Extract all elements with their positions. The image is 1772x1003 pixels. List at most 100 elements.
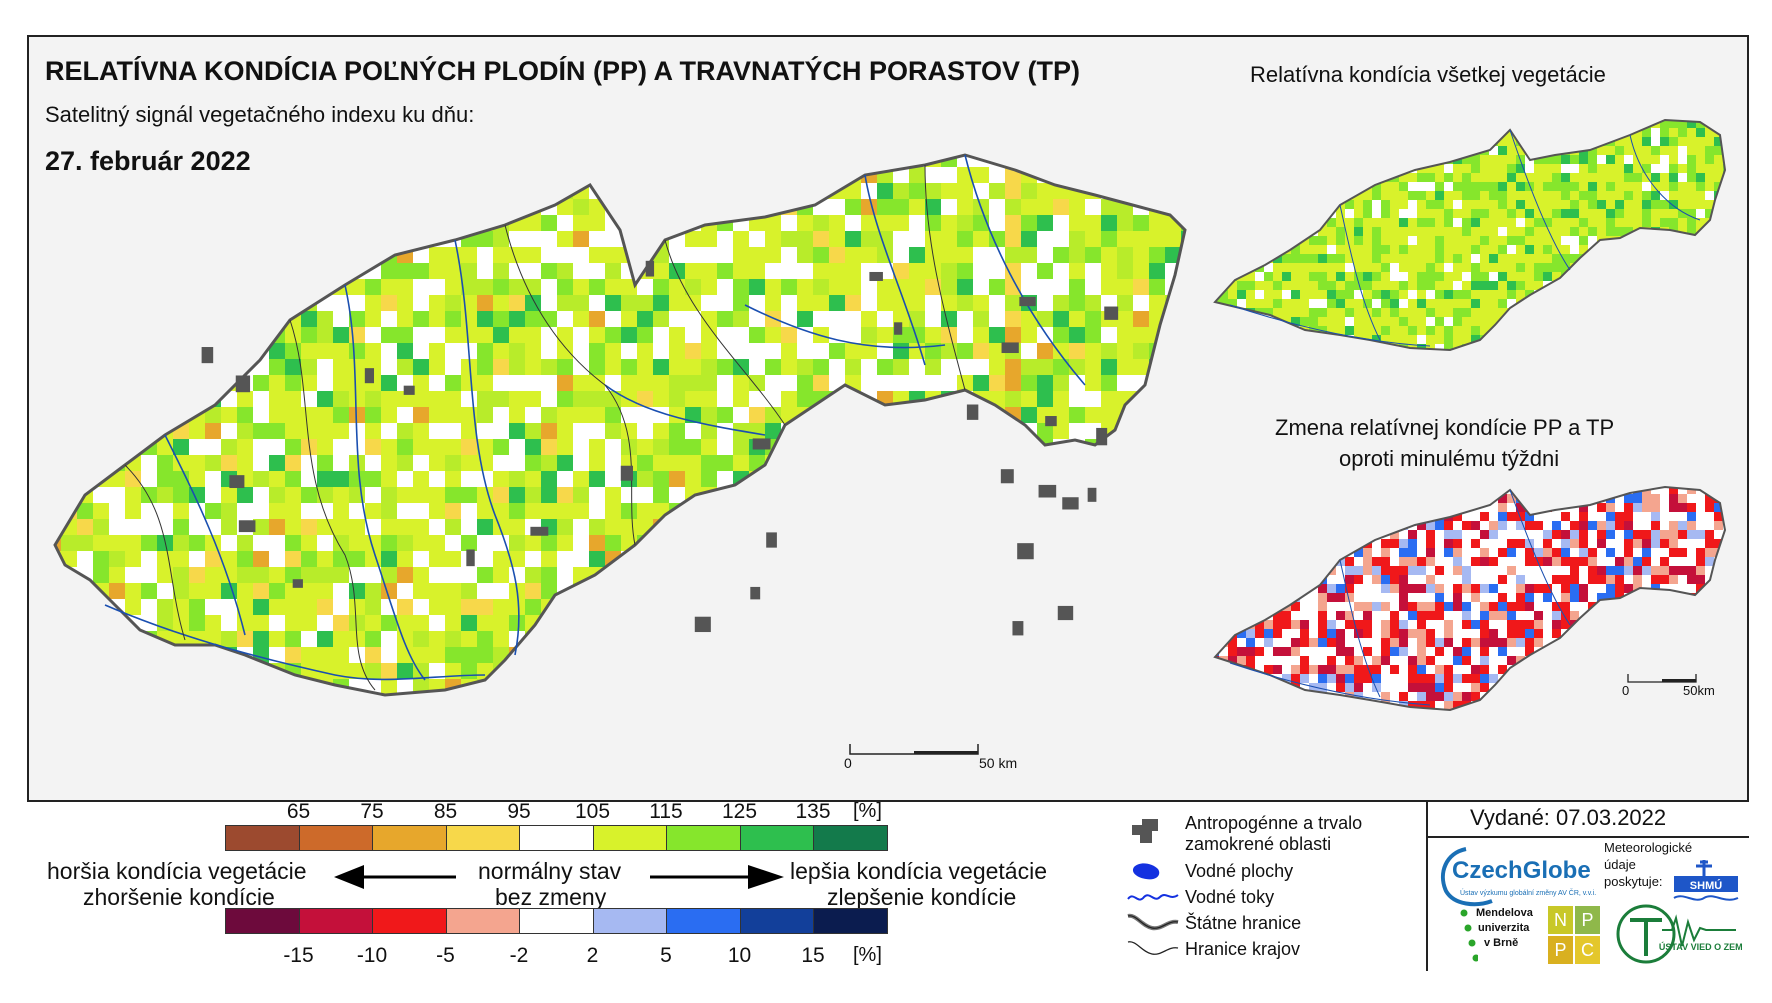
raster-cell <box>605 455 622 472</box>
raster-cell <box>1696 120 1706 129</box>
raster-cell <box>157 311 174 328</box>
raster-cell <box>1318 182 1328 192</box>
raster-cell <box>365 647 382 664</box>
raster-cell <box>1390 200 1400 210</box>
raster-cell <box>1219 120 1229 129</box>
raster-cell <box>1498 182 1508 192</box>
raster-cell <box>1069 567 1086 584</box>
raster-cell <box>685 679 702 695</box>
raster-cell <box>301 231 318 248</box>
raster-cell <box>1516 344 1526 350</box>
raster-cell <box>813 695 830 712</box>
raster-cell <box>1417 182 1427 192</box>
raster-cell <box>1237 155 1247 165</box>
raster-cell <box>1723 281 1725 291</box>
raster-cell <box>461 183 478 200</box>
raster-cell <box>77 231 94 248</box>
raster-cell <box>413 183 430 200</box>
raster-cell <box>429 343 446 360</box>
raster-cell <box>1597 281 1607 291</box>
raster-cell <box>109 519 126 536</box>
raster-cell <box>893 359 910 376</box>
raster-cell <box>781 167 798 184</box>
raster-cell <box>685 263 702 280</box>
raster-cell <box>253 423 270 440</box>
raster-cell <box>1354 272 1364 282</box>
raster-cell <box>957 295 974 312</box>
raster-cell <box>237 711 254 728</box>
raster-cell <box>55 247 62 264</box>
raster-cell <box>1633 299 1643 309</box>
raster-cell <box>1037 343 1054 360</box>
raster-cell <box>1642 236 1652 246</box>
raster-cell <box>1453 398 1463 408</box>
raster-cell <box>733 263 750 280</box>
raster-cell <box>509 743 526 760</box>
raster-cell <box>1579 245 1589 255</box>
raster-cell <box>1363 236 1373 246</box>
raster-cell <box>1399 353 1409 363</box>
raster-cell <box>141 391 158 408</box>
raster-cell <box>1273 389 1283 399</box>
raster-cell <box>1507 227 1517 237</box>
raster-cell <box>1660 254 1670 264</box>
raster-cell <box>1363 272 1373 282</box>
raster-cell <box>1615 254 1625 264</box>
raster-cell <box>1399 494 1409 504</box>
raster-cell <box>93 535 110 552</box>
raster-cell <box>221 599 238 616</box>
raster-cell <box>893 471 910 488</box>
raster-cell <box>285 615 302 632</box>
raster-cell <box>1053 155 1070 168</box>
raster-cell <box>861 327 878 344</box>
raster-cell <box>477 375 494 392</box>
raster-cell <box>877 439 894 456</box>
raster-cell <box>1579 227 1589 237</box>
raster-cell <box>1498 173 1508 183</box>
raster-cell <box>1498 335 1508 345</box>
raster-cell <box>221 679 238 695</box>
raster-cell <box>413 263 430 280</box>
raster-cell <box>493 535 510 552</box>
raster-cell <box>1480 110 1490 120</box>
raster-cell <box>1085 567 1102 584</box>
raster-cell <box>1507 110 1517 120</box>
raster-cell <box>189 247 206 264</box>
raster-cell <box>301 695 318 712</box>
raster-cell <box>1345 487 1355 495</box>
raster-cell <box>701 407 718 424</box>
raster-cell <box>893 519 910 536</box>
raster-cell <box>1309 344 1319 350</box>
raster-cell <box>637 135 654 152</box>
raster-cell <box>1053 167 1070 184</box>
raster-cell <box>541 551 558 568</box>
raster-cell <box>301 727 318 744</box>
raster-cell <box>845 711 862 728</box>
raster-cell <box>1561 263 1571 273</box>
raster-cell <box>797 759 814 775</box>
raster-cell <box>1228 120 1238 129</box>
raster-cell <box>1534 308 1544 318</box>
raster-cell <box>717 551 734 568</box>
raster-cell <box>1498 290 1508 300</box>
raster-cell <box>1309 353 1319 363</box>
raster-cell <box>1687 128 1697 138</box>
raster-cell <box>589 503 606 520</box>
raster-cell <box>1579 263 1589 273</box>
raster-cell <box>1696 191 1706 201</box>
raster-cell <box>1660 263 1670 273</box>
raster-cell <box>1489 110 1499 120</box>
raster-cell <box>637 343 654 360</box>
raster-cell <box>93 567 110 584</box>
raster-cell <box>1390 317 1400 327</box>
raster-cell <box>525 155 542 168</box>
raster-cell <box>1660 155 1670 165</box>
raster-cell <box>1215 164 1220 174</box>
raster-cell <box>381 279 398 296</box>
raster-cell <box>717 583 734 600</box>
raster-cell <box>733 375 750 392</box>
raster-cell <box>253 375 270 392</box>
raster-cell <box>1037 391 1054 408</box>
raster-cell <box>1642 191 1652 201</box>
raster-cell <box>141 279 158 296</box>
